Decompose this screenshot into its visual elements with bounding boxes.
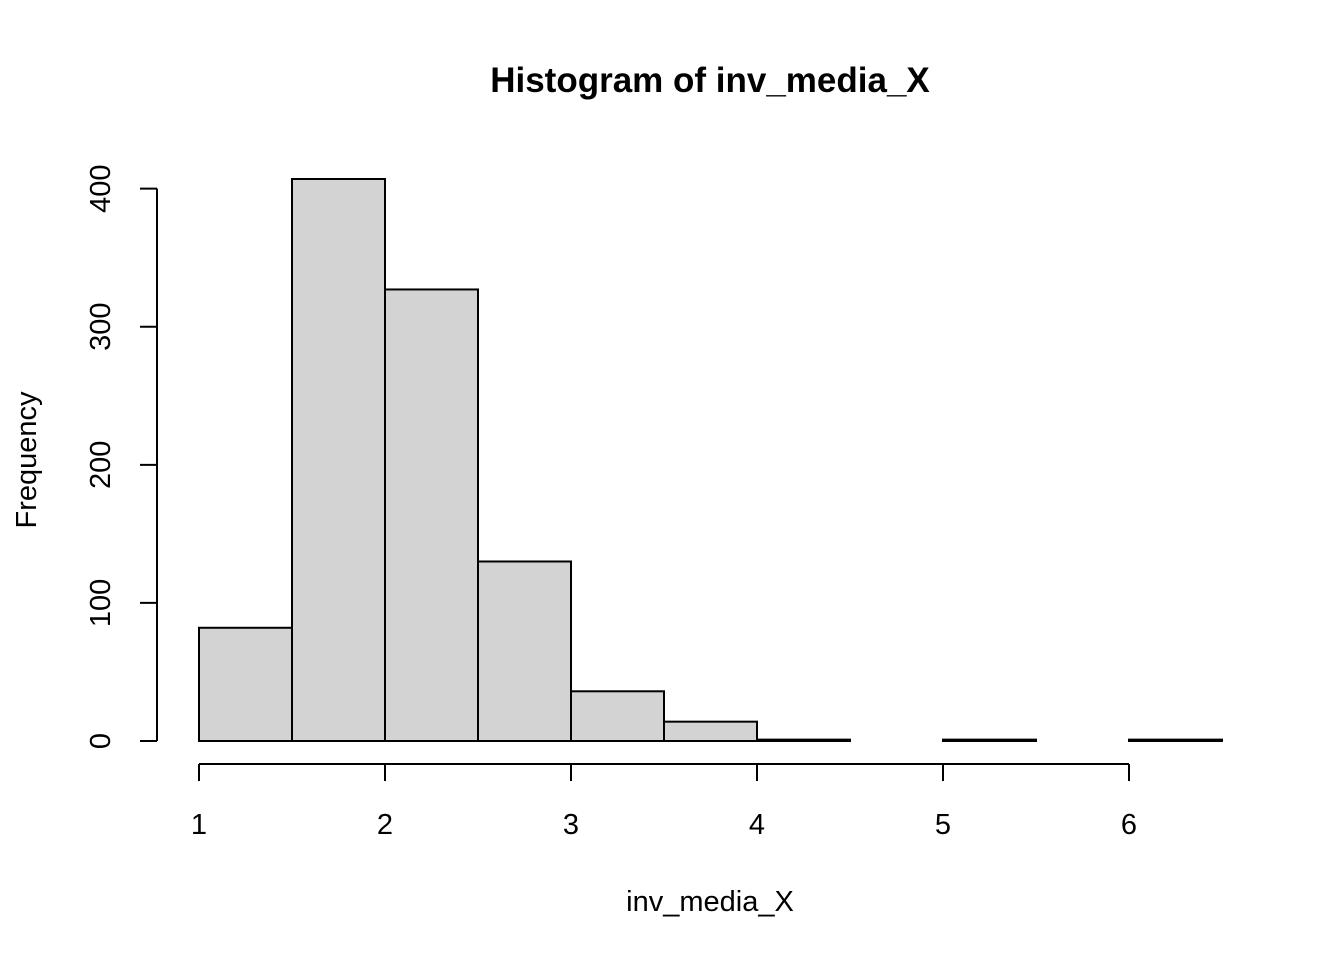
y-tick-label-0: 0 bbox=[85, 733, 117, 749]
x-tick-label-3: 4 bbox=[749, 809, 765, 841]
x-axis-label: inv_media_X bbox=[626, 886, 794, 918]
x-tick-label-0: 1 bbox=[191, 809, 207, 841]
y-tick-label-3: 300 bbox=[85, 303, 117, 351]
x-axis: 1 2 3 4 5 6 bbox=[191, 763, 1137, 841]
x-tick-label-5: 6 bbox=[1121, 809, 1137, 841]
x-tick-label-2: 3 bbox=[563, 809, 579, 841]
y-axis: 0 100 200 300 400 bbox=[85, 164, 158, 749]
histogram-bar-1 bbox=[291, 178, 386, 742]
histogram-bar-3 bbox=[477, 560, 572, 742]
bars-layer bbox=[198, 178, 1223, 743]
histogram-bar-10 bbox=[1128, 738, 1223, 742]
y-tick-label-1: 100 bbox=[85, 579, 117, 627]
y-tick-label-2: 200 bbox=[85, 441, 117, 489]
histogram-bar-8 bbox=[942, 738, 1037, 742]
histogram-bar-4 bbox=[570, 690, 665, 742]
x-tick-label-1: 2 bbox=[377, 809, 393, 841]
y-tick-label-4: 400 bbox=[85, 164, 117, 212]
histogram-bar-2 bbox=[384, 288, 479, 742]
x-tick-label-4: 5 bbox=[935, 809, 951, 841]
y-axis-label: Frequency bbox=[11, 391, 43, 529]
histogram-bar-5 bbox=[663, 720, 758, 743]
histogram-bar-6 bbox=[756, 738, 851, 742]
chart-title: Histogram of inv_media_X bbox=[490, 61, 930, 100]
histogram-bar-0 bbox=[198, 626, 293, 742]
